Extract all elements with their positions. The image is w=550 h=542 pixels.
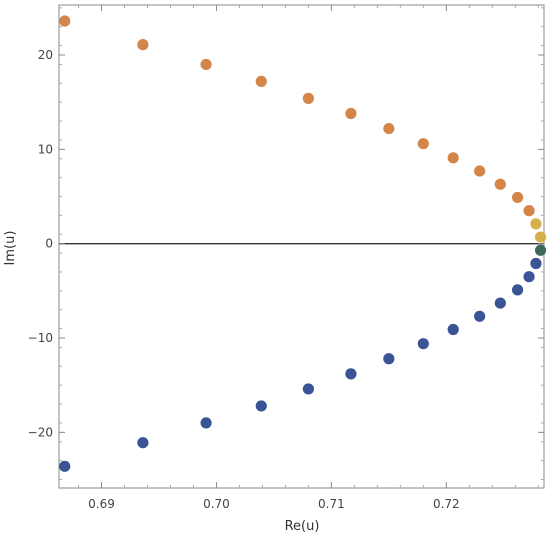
y-tick-label: −10: [28, 331, 53, 345]
data-point: [59, 460, 71, 472]
data-point: [530, 257, 542, 270]
data-point: [511, 284, 524, 296]
data-point: [255, 400, 267, 412]
data-point: [345, 107, 357, 120]
data-point: [494, 297, 506, 309]
y-tick-label: −20: [28, 425, 53, 439]
axis-ticks: 0.69 0.70 0.71 0.72 −20 −10 0 10 20: [28, 5, 544, 511]
x-tick-label: 0.72: [433, 497, 460, 511]
x-tick-label: 0.70: [203, 497, 230, 511]
data-point: [494, 178, 506, 190]
data-point: [447, 323, 459, 336]
data-point: [447, 152, 459, 164]
x-tick-label: 0.69: [88, 497, 115, 511]
data-point: [137, 39, 149, 51]
data-point: [302, 383, 314, 395]
y-axis-label: Im(u): [3, 231, 18, 266]
data-point: [534, 231, 547, 243]
data-point: [302, 92, 314, 104]
data-point: [383, 122, 395, 135]
data-point: [523, 205, 535, 217]
y-tick-label: 20: [38, 48, 53, 62]
x-tick-label: 0.71: [318, 497, 345, 511]
data-point: [417, 338, 429, 350]
y-tick-label: 0: [45, 237, 53, 251]
data-point: [345, 368, 357, 380]
data-point: [200, 417, 212, 429]
x-axis-label: Re(u): [285, 519, 320, 534]
data-point: [200, 58, 212, 71]
data-point: [511, 191, 524, 204]
data-point: [255, 75, 267, 88]
data-point: [474, 165, 486, 177]
data-point: [474, 310, 486, 322]
data-point: [523, 271, 535, 283]
data-point: [137, 437, 149, 449]
y-tick-label: 10: [38, 142, 53, 156]
plot-frame: [58, 4, 545, 489]
data-point: [383, 353, 395, 365]
data-points: [59, 15, 547, 472]
data-point: [530, 218, 542, 230]
data-point: [417, 138, 429, 150]
data-point: [59, 15, 71, 27]
data-point: [534, 244, 547, 256]
